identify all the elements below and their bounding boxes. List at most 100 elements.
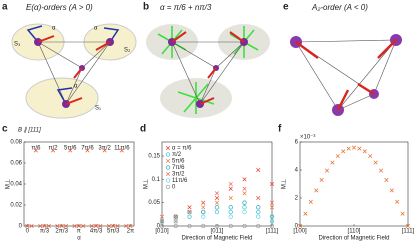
y-tick-label: 0	[19, 224, 23, 230]
data-point	[59, 223, 64, 229]
legend-marker	[165, 152, 171, 157]
data-point	[373, 160, 378, 165]
data-point	[159, 214, 165, 219]
x-tick-label: 5π/3	[107, 229, 120, 235]
y-tick-label: 0.15	[148, 154, 160, 160]
y-tick-label: 0.06	[10, 161, 22, 167]
data-point	[106, 223, 111, 229]
spin-label: S₃	[14, 42, 21, 48]
data-point	[228, 205, 233, 210]
panel-title: E(α)-orders (A > 0)	[26, 3, 93, 12]
x-tick-label: 0	[26, 229, 30, 235]
legend-marker	[165, 158, 171, 164]
data-point	[201, 205, 206, 210]
annotation: π/6	[31, 146, 41, 152]
y-axis-label: M⊥	[143, 179, 150, 189]
data-point	[314, 188, 319, 193]
frame	[26, 25, 120, 105]
data-point	[341, 149, 346, 154]
plot-frame	[299, 141, 409, 227]
data-point	[201, 200, 206, 205]
x-tick-label: 4π/3	[90, 229, 103, 235]
plot-frame	[23, 141, 135, 227]
data-point	[85, 148, 90, 153]
x-tick-label: [010]	[155, 229, 169, 235]
panel-label: d	[140, 124, 146, 135]
panel-label: a	[2, 2, 8, 13]
data-point	[68, 148, 73, 153]
data-point	[256, 205, 261, 210]
data-point	[72, 223, 77, 229]
data-point	[256, 195, 261, 201]
data-point	[303, 211, 308, 216]
data-point	[228, 186, 233, 191]
data-point	[269, 219, 275, 224]
data-point	[25, 223, 30, 229]
y-tick-label: 0.1	[152, 177, 161, 183]
data-point	[357, 146, 362, 151]
y-tick-label: 0.08	[10, 140, 22, 146]
annotation: 11π/6	[114, 146, 130, 152]
x-tick-label: [111]	[402, 229, 415, 235]
y-tick-label: 0	[295, 224, 299, 230]
annotation: 5π/6	[64, 146, 77, 152]
annotation: π/2	[48, 146, 58, 152]
x-tick-label: π	[77, 229, 81, 235]
data-point	[228, 223, 233, 229]
data-point	[389, 188, 394, 193]
x-tick-label: 2π/3	[55, 229, 68, 235]
data-point	[269, 205, 275, 210]
data-point	[242, 205, 247, 210]
data-point	[201, 214, 206, 219]
data-point	[124, 223, 129, 229]
data-point	[214, 205, 220, 210]
annotation: 7π/6	[81, 146, 94, 152]
y-tick-label: 0.02	[10, 203, 22, 209]
data-point	[362, 149, 367, 154]
legend-label: α = π/6	[172, 146, 192, 152]
panel-title: α = π/6 + nπ/3	[160, 3, 212, 12]
data-point	[330, 160, 335, 165]
y-tick-label: 0.05	[148, 200, 160, 206]
data-point	[228, 214, 233, 219]
data-point	[29, 223, 34, 229]
legend-marker	[165, 165, 171, 170]
x-tick-label: 2π	[127, 229, 134, 235]
y-scale-label: ×10⁻³	[300, 135, 315, 141]
data-point	[335, 154, 340, 159]
chart-title: B ∥ [111]	[18, 127, 41, 134]
data-point	[55, 223, 60, 229]
angle-label: α	[74, 84, 78, 90]
spin-arrow	[37, 35, 111, 105]
y-tick-label: 6	[295, 140, 299, 146]
data-point	[173, 219, 178, 224]
data-point	[378, 168, 384, 173]
data-point	[400, 211, 405, 216]
data-point	[187, 209, 192, 215]
data-point	[256, 209, 261, 215]
data-point	[173, 214, 178, 219]
legend-marker	[165, 145, 171, 151]
data-point	[33, 148, 38, 153]
data-point	[115, 223, 120, 229]
panel-title: A₂-order (A < 0)	[311, 3, 368, 12]
data-point	[63, 223, 69, 229]
panel-label: c	[2, 124, 8, 135]
data-point	[187, 209, 192, 215]
y-tick-label: 0.04	[10, 182, 22, 188]
y-axis-label: M⊥	[281, 179, 288, 189]
data-point	[81, 223, 86, 229]
legend-label: π/2	[172, 152, 182, 158]
data-point	[297, 223, 303, 229]
data-point	[89, 223, 94, 229]
legend-label: 7π/6	[172, 165, 185, 171]
data-point	[98, 223, 103, 229]
legend-label: 11π/6	[172, 178, 188, 184]
x-tick-label: [111]	[266, 229, 279, 235]
x-tick-label: [110]	[348, 229, 361, 235]
data-point	[214, 191, 220, 196]
data-point	[256, 223, 261, 229]
data-point	[228, 195, 233, 201]
data-point	[324, 168, 330, 173]
